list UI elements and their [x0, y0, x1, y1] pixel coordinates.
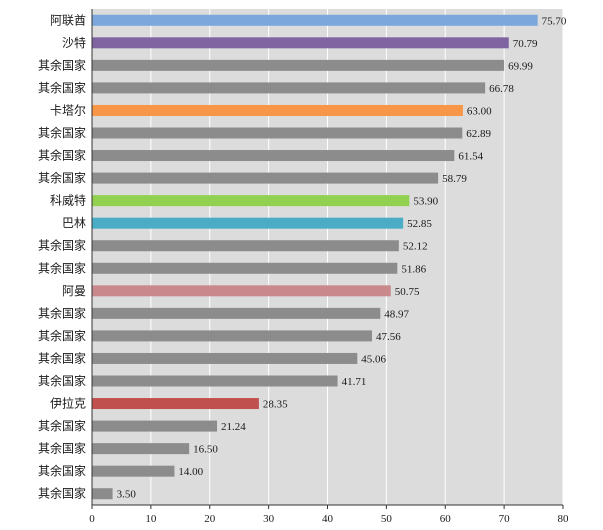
bar — [92, 465, 175, 477]
x-tick-label: 80 — [558, 513, 570, 525]
bar — [92, 172, 439, 184]
value-label: 3.50 — [117, 489, 137, 501]
value-label: 53.90 — [413, 196, 438, 208]
value-label: 47.56 — [376, 331, 401, 343]
value-label: 41.71 — [342, 376, 367, 388]
category-label: 其余国家 — [38, 260, 86, 275]
bar — [92, 59, 505, 71]
value-label: 48.97 — [384, 308, 409, 320]
bar — [92, 240, 399, 252]
bar — [92, 195, 410, 207]
x-tick-label: 40 — [322, 513, 334, 525]
value-labels: 75.70 70.79 69.99 66.78 63.00 62.89 61.54 58.79… — [117, 15, 567, 500]
category-label: 其余国家 — [38, 125, 86, 140]
category-label: 其余国家 — [38, 350, 86, 365]
category-label: 其余国家 — [38, 57, 86, 72]
bars — [92, 14, 538, 500]
category-label: 卡塔尔 — [50, 102, 86, 117]
bar — [92, 285, 391, 297]
category-label: 其余国家 — [38, 80, 86, 95]
value-label: 63.00 — [467, 105, 492, 117]
category-label: 沙特 — [62, 35, 86, 50]
category-label: 其余国家 — [38, 148, 86, 163]
bar — [92, 82, 486, 94]
bar — [92, 352, 358, 364]
x-axis: 0 10 20 30 40 50 60 70 80 — [89, 9, 569, 525]
category-label: 其余国家 — [38, 170, 86, 185]
value-label: 61.54 — [458, 151, 483, 163]
value-label: 52.85 — [407, 218, 432, 230]
value-label: 50.75 — [395, 286, 420, 298]
category-label: 其余国家 — [38, 373, 86, 388]
bar — [92, 127, 463, 139]
bar — [92, 262, 398, 274]
bar — [92, 420, 218, 432]
value-label: 14.00 — [178, 466, 203, 478]
category-label: 巴林 — [62, 216, 86, 230]
category-labels: 阿联酋沙特其余国家其余国家卡塔尔其余国家其余国家其余国家科威特巴林其余国家其余国… — [38, 12, 86, 500]
x-tick-label: 60 — [440, 513, 452, 525]
value-label: 45.06 — [361, 353, 386, 365]
category-label: 科威特 — [50, 193, 86, 208]
bar — [92, 150, 455, 162]
category-label: 其余国家 — [38, 463, 86, 478]
value-label: 28.35 — [263, 399, 288, 411]
bar — [92, 443, 190, 455]
value-label: 16.50 — [193, 444, 218, 456]
value-label: 58.79 — [442, 173, 467, 185]
category-label: 其余国家 — [38, 441, 86, 456]
x-tick-label: 70 — [499, 513, 511, 525]
bar — [92, 488, 113, 500]
bar — [92, 307, 381, 319]
x-tick-label: 30 — [263, 513, 275, 525]
value-label: 75.70 — [542, 15, 567, 27]
category-label: 阿曼 — [62, 284, 86, 298]
bar — [92, 37, 509, 49]
bar — [92, 398, 259, 410]
value-label: 51.86 — [401, 263, 426, 275]
value-label: 52.12 — [403, 241, 428, 253]
value-label: 62.89 — [466, 128, 491, 140]
bar — [92, 14, 538, 26]
x-tick-label: 10 — [145, 513, 157, 525]
x-tick-label: 0 — [89, 513, 95, 525]
bar — [92, 330, 373, 342]
value-label: 70.79 — [513, 38, 538, 50]
category-label: 其余国家 — [38, 305, 86, 320]
bar — [92, 217, 404, 229]
bar — [92, 104, 463, 116]
category-label: 伊拉克 — [50, 396, 86, 411]
category-label: 其余国家 — [38, 486, 86, 501]
category-label: 其余国家 — [38, 238, 86, 253]
x-tick-label: 20 — [204, 513, 216, 525]
value-label: 66.78 — [489, 83, 514, 95]
category-label: 其余国家 — [38, 418, 86, 433]
bar — [92, 375, 338, 387]
x-tick-label: 50 — [381, 513, 393, 525]
value-label: 21.24 — [221, 421, 246, 433]
category-label: 阿联酋 — [50, 12, 86, 27]
category-label: 其余国家 — [38, 328, 86, 343]
value-label: 69.99 — [508, 60, 533, 72]
